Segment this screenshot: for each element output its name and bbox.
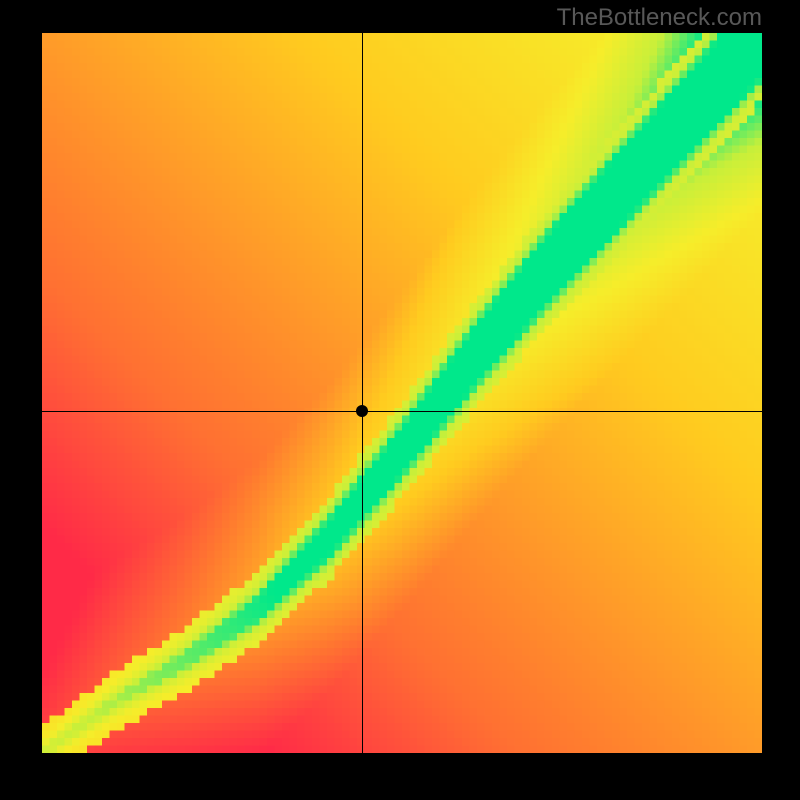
- chart-container: TheBottleneck.com: [0, 0, 800, 800]
- crosshair-marker: [356, 405, 368, 417]
- bottleneck-heatmap: [42, 33, 762, 753]
- crosshair-horizontal: [42, 411, 762, 412]
- watermark-text: TheBottleneck.com: [557, 4, 762, 32]
- crosshair-vertical: [362, 33, 363, 753]
